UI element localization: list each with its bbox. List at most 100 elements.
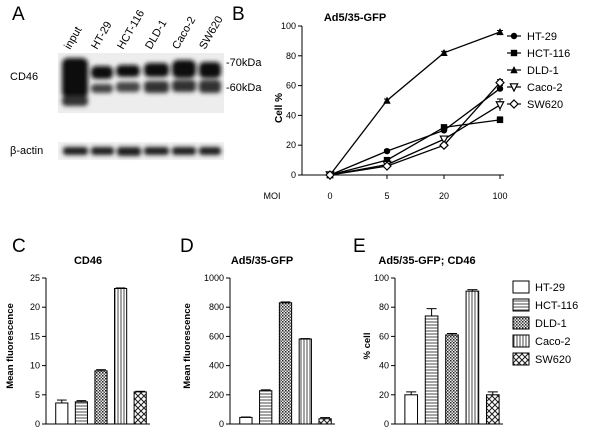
cd46-blot-image	[58, 53, 224, 113]
chart-d-title: Ad5/35-GFP	[231, 255, 293, 267]
chart-d-bar	[318, 418, 332, 425]
chart-b-legend-marker	[510, 66, 518, 74]
chart-b-point	[439, 135, 449, 145]
chart-d-ylabel: Mean fluorescence	[182, 303, 193, 389]
chart-b-y-tick-label: 40	[286, 110, 296, 120]
chart-e-y-tick-label: 40	[379, 361, 389, 371]
chart-c-y-tick-label: 5	[35, 390, 40, 400]
chart-e-legend-swatch	[512, 334, 530, 348]
chart-d-bar	[239, 416, 253, 425]
chart-b-legend-marker	[510, 49, 518, 57]
panel-label-c: C	[12, 236, 26, 257]
chart-b-ylabel: Cell %	[274, 93, 285, 123]
chart-e-y-tick-label: 80	[379, 302, 389, 312]
chart-b-x-tick-label: 20	[439, 191, 449, 201]
chart-e-bar: Ad5/35-GFP; CD46 % cell 0 20 40 60 80 100 HT-…	[362, 255, 578, 429]
chart-c-y-tick-label: 20	[30, 302, 40, 312]
blot-row-label-cd46: CD46	[10, 71, 38, 83]
blot-lane-label: input	[62, 25, 84, 52]
chart-b-line: Ad5/35-GFP Cell % MOI 0 20 40 60 80 100 0 5 20 10…	[264, 12, 571, 201]
size-marker-60kda: -60kDa	[226, 82, 262, 94]
chart-b-series-line	[329, 104, 501, 176]
chart-e-legend: HT-29 HCT-116 DLD-1 Caco-2 SW620	[512, 280, 578, 366]
chart-b-series-line	[329, 119, 501, 176]
chart-c-bar	[55, 402, 69, 425]
chart-c-bar	[114, 288, 128, 425]
panel-label-d: D	[180, 236, 194, 257]
chart-e-legend-swatch	[512, 352, 530, 366]
chart-b-legend-marker	[509, 99, 519, 109]
chart-e-y-tick-label: 100	[374, 273, 389, 283]
chart-c-y-tick-label: 25	[30, 273, 40, 283]
size-marker-70kda: -70kDa	[226, 57, 262, 69]
chart-e-ylabel: % cell	[362, 333, 373, 360]
chart-b-series-line	[329, 88, 501, 176]
chart-c-y-tick-label: 0	[35, 419, 40, 429]
blot-lane-label: Caco-2	[170, 15, 198, 52]
chart-c-y-tick-label: 15	[30, 331, 40, 341]
blot-lane-label: DLD-1	[143, 18, 169, 52]
chart-b-point	[440, 124, 448, 131]
chart-b-x-tick-label: 5	[384, 191, 389, 201]
chart-b-series-line	[329, 31, 501, 176]
chart-e-legend-label: Caco-2	[535, 336, 570, 348]
chart-b-x-tick-label: 0	[327, 191, 332, 201]
chart-e-legend-label: HCT-116	[535, 300, 578, 312]
chart-e-bar	[465, 290, 480, 425]
chart-b-series	[326, 85, 504, 179]
chart-b-y-tick-label: 80	[286, 51, 296, 61]
chart-d-bar	[298, 338, 312, 425]
chart-e-title: Ad5/35-GFP; CD46	[378, 255, 475, 267]
chart-b-xlabel: MOI	[264, 191, 281, 201]
chart-b-point	[325, 170, 335, 180]
chart-c-y-tick-label: 10	[30, 361, 40, 371]
chart-b-point	[382, 161, 392, 171]
chart-b-point	[496, 85, 504, 92]
chart-b-point	[440, 48, 448, 57]
blot-lane-label: SW620	[197, 14, 225, 51]
chart-b-x-tick-label: 100	[492, 191, 507, 201]
chart-e-y-tick-label: 60	[379, 331, 389, 341]
chart-e-bar	[485, 394, 500, 425]
chart-d-y-tick-label: 200	[209, 390, 224, 400]
chart-b-y-tick-label: 100	[281, 21, 296, 31]
chart-d-y-tick-label: 800	[209, 302, 224, 312]
chart-e-legend-swatch	[512, 298, 530, 312]
panel-label-b: B	[232, 4, 245, 25]
chart-b-legend-label: DLD-1	[527, 65, 559, 77]
chart-b-title: Ad5/35-GFP	[324, 12, 386, 24]
chart-b-point	[383, 96, 391, 104]
chart-e-legend-label: DLD-1	[535, 318, 567, 330]
chart-b-series	[325, 98, 505, 181]
chart-d-bar: Ad5/35-GFP Mean fluorescence 0 200 400 600 8…	[182, 255, 335, 429]
chart-b-legend: HT-29 HCT-116 DLD-1 Caco-2 SW620	[507, 31, 570, 111]
chart-b-legend-label: HCT-116	[527, 48, 570, 60]
beta-actin-blot-image	[58, 142, 224, 160]
chart-e-y-tick-label: 0	[384, 419, 389, 429]
chart-b-y-tick-label: 20	[286, 140, 296, 150]
chart-c-ylabel: Mean fluorescence	[5, 303, 16, 389]
chart-d-y-tick-label: 400	[209, 361, 224, 371]
chart-b-y-tick-label: 60	[286, 81, 296, 91]
chart-e-bar	[445, 334, 459, 425]
chart-e-bar	[404, 394, 419, 425]
chart-b-series	[325, 77, 505, 180]
chart-b-point	[495, 101, 505, 111]
chart-e-legend-swatch	[512, 280, 530, 294]
chart-d-y-tick-label: 600	[209, 331, 224, 341]
chart-b-legend-marker	[510, 32, 518, 40]
chart-e-legend-label: HT-29	[535, 282, 565, 294]
chart-b-point	[439, 140, 449, 151]
chart-b-point	[496, 116, 504, 124]
chart-b-point	[383, 156, 391, 164]
chart-b-legend-marker	[509, 83, 519, 93]
chart-c-bar: CD46 Mean fluorescence 0 5 10 15 20 25	[5, 255, 150, 429]
chart-b-series	[326, 116, 504, 179]
chart-b-legend-label: Caco-2	[527, 82, 562, 94]
chart-c-bar	[133, 391, 147, 425]
blot-row-label-beta-actin: β-actin	[10, 145, 43, 157]
chart-d-y-tick-label: 0	[219, 419, 224, 429]
